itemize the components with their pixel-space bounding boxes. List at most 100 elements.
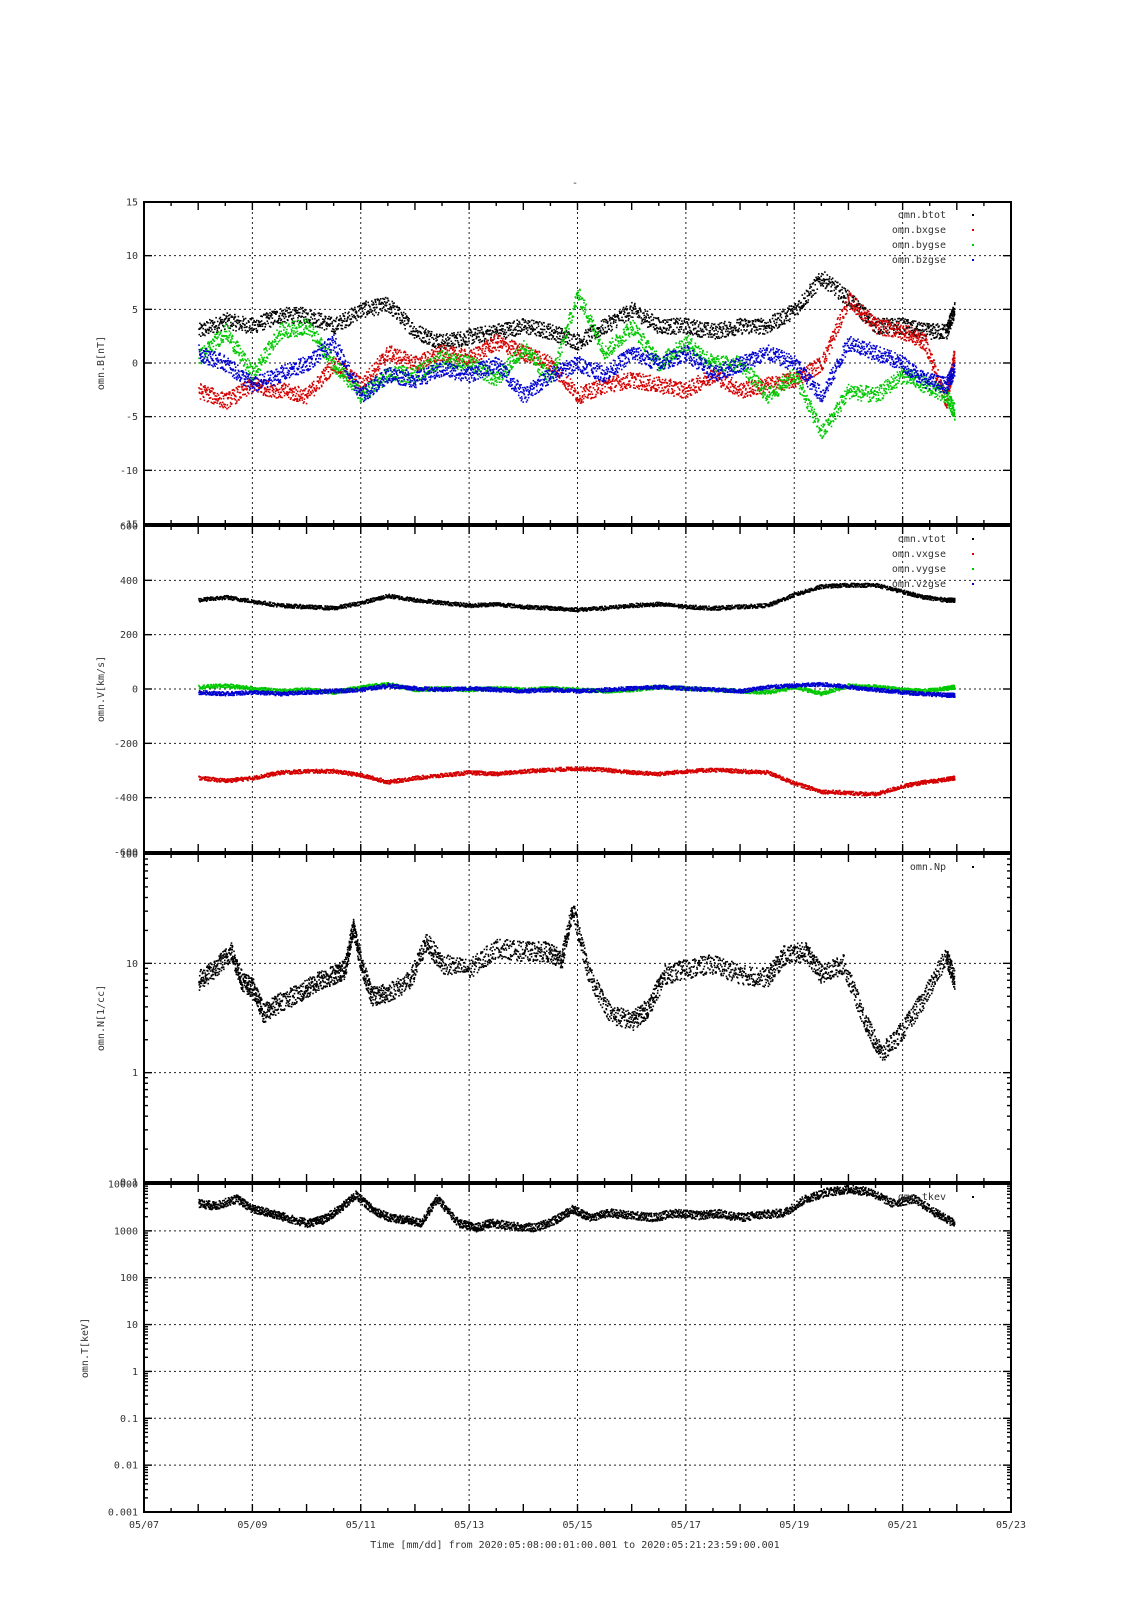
data-point [655, 317, 658, 320]
data-point [504, 333, 507, 336]
data-point [552, 335, 555, 337]
data-point [802, 303, 805, 305]
data-point [729, 386, 732, 388]
data-point [810, 367, 813, 369]
data-point [859, 306, 861, 309]
data-point [934, 331, 937, 334]
data-point [580, 344, 583, 347]
data-point [577, 341, 579, 344]
data-point [609, 319, 611, 322]
data-point [709, 332, 711, 334]
data-point [424, 357, 427, 359]
data-point [756, 329, 759, 331]
data-point [483, 355, 486, 357]
data-point [765, 379, 768, 382]
data-point [578, 335, 580, 337]
data-point [902, 333, 905, 335]
data-point [216, 402, 218, 404]
data-point [483, 343, 485, 346]
data-point [319, 326, 321, 329]
data-point [741, 390, 744, 393]
data-point [577, 392, 580, 395]
data-point [361, 315, 363, 317]
data-point [447, 336, 449, 339]
data-point [698, 334, 701, 336]
data-point [711, 328, 714, 331]
data-point [604, 319, 607, 321]
panels: -15-10-5051015omn.B[nT]omn.btotomn.bxgse… [80, 198, 1026, 1532]
data-point [857, 304, 859, 306]
data-point [431, 344, 434, 347]
data-point [265, 394, 267, 397]
data-point [271, 314, 273, 316]
data-point [583, 343, 586, 346]
data-point [593, 329, 595, 331]
data-point [836, 326, 838, 329]
data-point [282, 309, 285, 312]
data-point [939, 328, 942, 331]
data-point [826, 274, 829, 276]
data-point [793, 372, 796, 374]
data-point [663, 389, 665, 392]
data-point [482, 332, 484, 334]
data-point [784, 375, 786, 378]
data-point [372, 301, 375, 304]
data-point [372, 304, 374, 306]
data-point [663, 327, 666, 329]
data-point [515, 332, 518, 335]
data-point [268, 317, 270, 319]
data-point [699, 327, 702, 330]
data-point [874, 331, 876, 333]
data-point [286, 394, 289, 397]
data-point [766, 331, 769, 334]
data-point [534, 333, 537, 335]
data-point [339, 315, 341, 317]
data-point [528, 327, 530, 329]
data-point [393, 358, 396, 361]
data-point [421, 355, 423, 358]
data-point [353, 371, 356, 374]
data-point [507, 353, 509, 356]
data-point [627, 315, 629, 318]
data-point [301, 312, 304, 315]
data-point [379, 359, 382, 361]
data-point [514, 335, 516, 337]
data-point [438, 335, 441, 337]
data-point [293, 388, 295, 390]
data-point [360, 304, 363, 307]
data-point [589, 386, 592, 388]
data-point [265, 316, 268, 319]
data-point [583, 388, 585, 390]
data-point [241, 329, 244, 331]
data-point [256, 319, 258, 322]
data-point [538, 351, 541, 353]
data-point [545, 357, 547, 360]
data-point [761, 384, 763, 386]
data-point [732, 392, 734, 395]
data-point [787, 310, 789, 312]
data-point [361, 310, 364, 313]
data-point [626, 314, 628, 317]
data-point [361, 308, 363, 310]
data-point [402, 359, 404, 361]
data-point [952, 318, 954, 320]
data-point [690, 386, 692, 389]
data-point [766, 327, 768, 329]
data-point [761, 321, 763, 323]
data-point [402, 356, 405, 359]
data-point [551, 359, 553, 362]
data-point [278, 322, 281, 324]
data-point [524, 325, 527, 328]
data-point [554, 338, 556, 340]
data-point [257, 324, 259, 326]
data-point [592, 324, 595, 327]
data-point [886, 332, 889, 334]
data-point [846, 303, 849, 306]
data-point [795, 306, 798, 309]
data-point [731, 376, 733, 379]
data-point [268, 391, 271, 394]
data-point [198, 328, 201, 330]
data-point [731, 332, 733, 334]
data-point [296, 320, 299, 323]
data-point [856, 309, 858, 312]
